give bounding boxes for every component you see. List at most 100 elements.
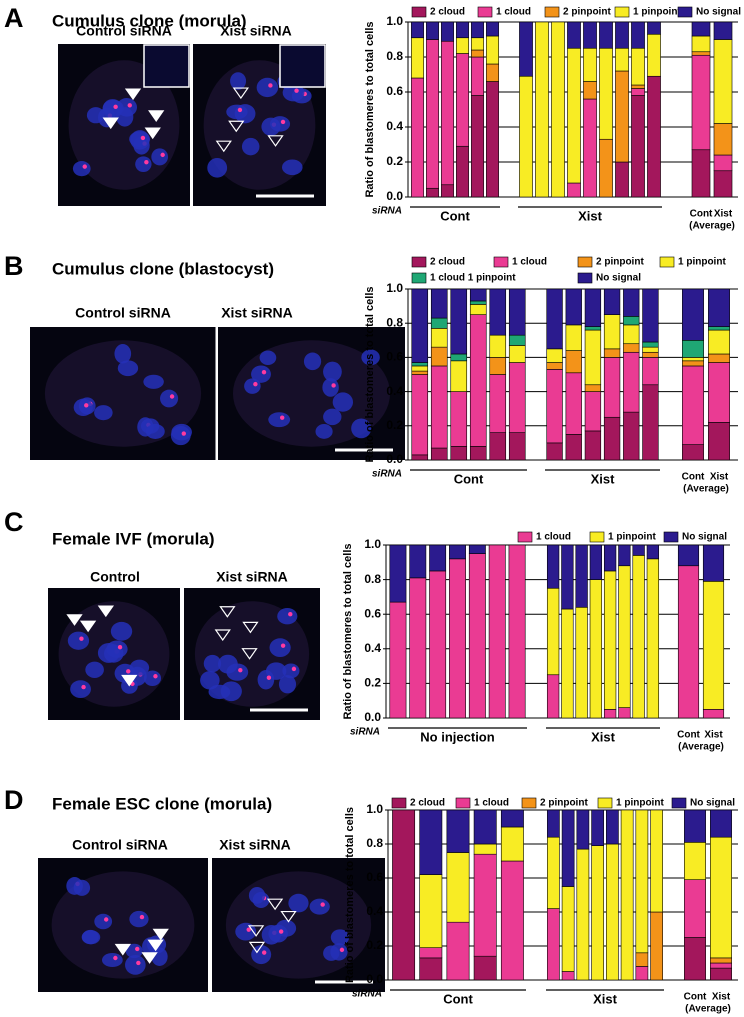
signal xyxy=(160,152,165,158)
bar-segment xyxy=(489,432,507,461)
legend-label: 1 pinpoint xyxy=(616,798,664,809)
bar-segment xyxy=(546,544,560,589)
legend-label: 2 pinpoint xyxy=(596,257,644,268)
nucleus xyxy=(207,158,228,178)
bar-segment xyxy=(642,346,659,353)
bar-segment xyxy=(642,357,659,386)
bar-segment xyxy=(650,911,663,981)
signal xyxy=(238,667,243,673)
signal xyxy=(139,914,145,920)
bar-segment xyxy=(551,21,565,198)
image-label: Xist siRNA xyxy=(219,837,291,853)
nucleus xyxy=(81,930,101,945)
bar-segment xyxy=(682,357,704,362)
bar-segment xyxy=(546,288,563,350)
signal xyxy=(278,929,284,934)
legend-label: No signal xyxy=(596,273,641,284)
bar-segment xyxy=(576,809,590,850)
bar-segment xyxy=(565,324,582,351)
legend-swatch xyxy=(477,6,493,18)
bar-segment xyxy=(618,544,631,567)
bar-segment xyxy=(603,416,621,461)
bar-segment xyxy=(429,544,447,572)
y-tick-label: 0.2 xyxy=(366,938,383,952)
bar-segment xyxy=(603,348,621,358)
bar-segment xyxy=(710,957,732,964)
legend-swatch xyxy=(614,6,630,18)
bar-segment xyxy=(710,836,732,959)
bar-segment xyxy=(708,353,730,363)
nucleus xyxy=(330,943,348,961)
bar-segment xyxy=(710,809,732,838)
bar-segment xyxy=(508,334,526,346)
signal xyxy=(288,612,293,617)
arrowhead xyxy=(266,898,284,911)
legend-label: No signal xyxy=(682,532,727,543)
nucleus xyxy=(248,886,266,904)
bar-segment xyxy=(419,957,443,981)
nucleus xyxy=(277,607,298,625)
bar-segment xyxy=(473,853,497,957)
arrowhead xyxy=(97,605,115,618)
nucleus xyxy=(102,99,123,119)
bar-segment xyxy=(426,187,439,198)
bar-segment xyxy=(583,98,597,198)
nucleus xyxy=(73,879,91,896)
bar-segment xyxy=(450,391,468,447)
image-label: Xist siRNA xyxy=(220,23,292,39)
legend-label: 1 cloud xyxy=(536,532,571,543)
bar-segment xyxy=(473,809,497,845)
bar-segment xyxy=(430,288,448,319)
panel-letter: B xyxy=(4,251,24,281)
y-axis-label: Ratio of blastomeres to total cells xyxy=(364,21,376,197)
nucleus xyxy=(160,389,179,408)
bar-segment xyxy=(441,21,454,42)
legend-label: 1 pinpoint xyxy=(608,532,656,543)
nucleus xyxy=(117,360,139,377)
signal xyxy=(113,955,118,961)
legend-swatch xyxy=(577,256,593,268)
bar-segment xyxy=(713,170,733,198)
bar-segment xyxy=(489,374,507,433)
arrowhead xyxy=(241,648,258,660)
bar-segment xyxy=(456,21,469,39)
nucleus xyxy=(323,361,342,382)
image-label: Control siRNA xyxy=(76,23,172,39)
arrowhead xyxy=(280,910,297,923)
signal xyxy=(136,960,141,966)
nucleus xyxy=(241,137,260,156)
bar-segment xyxy=(489,334,507,358)
nucleus xyxy=(73,398,93,417)
bar-segment xyxy=(426,21,439,40)
bar-segment xyxy=(702,581,725,710)
bar-segment xyxy=(615,70,629,163)
signal xyxy=(126,669,131,674)
bar-segment xyxy=(702,709,725,719)
legend-swatch xyxy=(493,256,509,268)
bar-segment xyxy=(615,47,629,72)
bar-segment xyxy=(642,288,659,343)
image-label: Control xyxy=(90,569,140,585)
nucleus xyxy=(130,130,150,150)
signal xyxy=(113,104,118,110)
bar-segment xyxy=(508,362,526,433)
group-label: (Average) xyxy=(685,1004,731,1015)
bar-segment xyxy=(450,353,468,362)
legend-label: 1 pinpoint xyxy=(678,257,726,268)
x-axis-label: siRNA xyxy=(350,727,380,738)
nucleus xyxy=(269,638,291,658)
x-tick-label: Xist xyxy=(704,730,723,741)
y-axis-label: Ratio of blastomeres to total cells xyxy=(344,807,356,983)
bar-segment xyxy=(535,21,549,198)
bar-segment xyxy=(547,836,560,909)
x-axis-label: siRNA xyxy=(372,206,402,217)
bar-segment xyxy=(591,845,604,981)
bar-segment xyxy=(583,81,597,100)
y-tick-label: 0.6 xyxy=(364,606,381,620)
bar-segment xyxy=(508,432,526,461)
bar-segment xyxy=(561,544,574,610)
bar-segment xyxy=(500,860,524,981)
legend-label: 1 cloud xyxy=(496,7,531,18)
bar-segment xyxy=(620,809,634,981)
bar-segment xyxy=(441,40,454,186)
